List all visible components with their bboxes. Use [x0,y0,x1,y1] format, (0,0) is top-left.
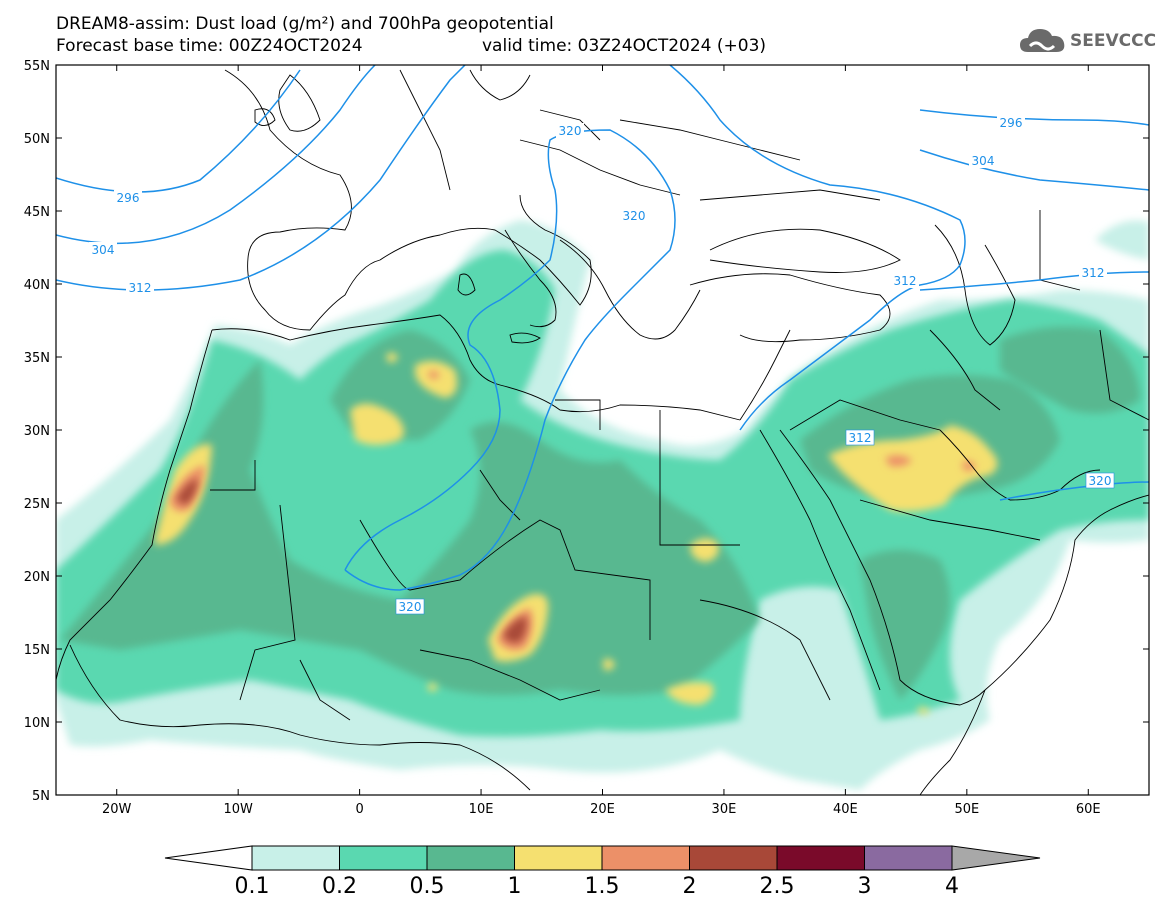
lat-tick-label: 30N [24,424,50,439]
contour-label-box [395,598,425,615]
lat-tick-label: 40N [24,278,50,293]
lon-tick-label: 40E [833,802,858,817]
chart-title: DREAM8-assim: Dust load (g/m²) and 700hP… [56,14,554,34]
colorbar-box [426,845,515,871]
logo-text: SEEVCCC [1070,31,1157,51]
contour-label: 320 [1089,474,1112,488]
colorbar-box [689,845,778,871]
lat-tick-label: 15N [24,643,50,658]
valid-time: valid time: 03Z24OCT2024 (+03) [482,36,767,56]
contour-label: 312 [894,274,917,288]
contour-label-box [1085,472,1115,489]
lon-tick-label: 10E [469,802,494,817]
coastlines [56,69,1149,795]
seevccc-logo: SEEVCCC [1018,24,1157,58]
contour-label: 320 [399,600,422,614]
contour-label: 320 [559,124,582,138]
lon-tick-label: 10W [223,802,253,817]
colorbar-label: 0.1 [235,874,270,899]
lon-tick-label: 20E [590,802,615,817]
lat-tick-label: 50N [24,132,50,147]
colorbar-label: 0.5 [410,874,445,899]
contour-labels: 296 304 312 320 320 320 296 304 312 312 … [89,115,1115,615]
lat-tick-label: 55N [24,59,50,74]
contour-label: 296 [117,191,140,205]
lon-tick-label: 20W [102,802,132,817]
contour-label: 304 [972,154,995,168]
contour-label-box [114,190,142,205]
lon-tick-label: 0 [355,802,363,817]
contour-label: 312 [129,281,152,295]
latitude-axis: 55N 50N 45N 40N 35N 30N 25N 20N 15N 10N 5N [24,59,1149,804]
colorbar-box [601,845,690,871]
contour-label-box [89,242,117,257]
colorbar-label: 4 [945,874,959,899]
lat-tick-label: 5N [32,789,50,804]
colorbar-box [864,845,953,871]
geopotential-contours [56,65,1149,591]
colorbar-left-arrow [164,845,253,871]
colorbar-label: 1.5 [585,874,620,899]
colorbar: 0.1 0.2 0.5 1 1.5 2 2.5 3 4 [164,845,1041,899]
lon-tick-label: 60E [1076,802,1101,817]
forecast-base-time: Forecast base time: 00Z24OCT2024 [56,36,363,56]
longitude-axis: 20W 10W 0 10E 20E 30E 40E 50E 60E [102,65,1101,817]
colorbar-box [339,845,428,871]
contour-label-box [556,123,584,138]
cloud-logo-icon [1020,29,1065,52]
contour-label: 312 [849,431,872,445]
lat-tick-label: 25N [24,497,50,512]
colorbar-label: 1 [508,874,522,899]
lat-tick-label: 45N [24,205,50,220]
lon-tick-label: 50E [954,802,979,817]
contour-label-box [1079,265,1107,280]
contour-label: 312 [1082,266,1105,280]
colorbar-right-arrow [951,845,1041,871]
colorbar-label: 2 [683,874,697,899]
contour-label-box [969,153,997,168]
contour-label: 296 [1000,116,1023,130]
contour-label-box [845,429,875,446]
colorbar-box [251,845,340,871]
colorbar-box [514,845,603,871]
dust-field-layer [56,220,1149,790]
lat-tick-label: 35N [24,351,50,366]
contour-label-box [891,273,919,288]
lat-tick-label: 20N [24,570,50,585]
colorbar-label: 3 [858,874,872,899]
contour-label: 320 [623,209,646,223]
lon-tick-label: 30E [712,802,737,817]
contour-label-box [997,115,1025,130]
contour-label: 304 [92,243,115,257]
colorbar-label: 2.5 [760,874,795,899]
colorbar-box [776,845,865,871]
contour-label-box [126,280,154,295]
contour-label-box [620,208,648,223]
colorbar-label: 0.2 [322,874,357,899]
lat-tick-label: 10N [24,716,50,731]
